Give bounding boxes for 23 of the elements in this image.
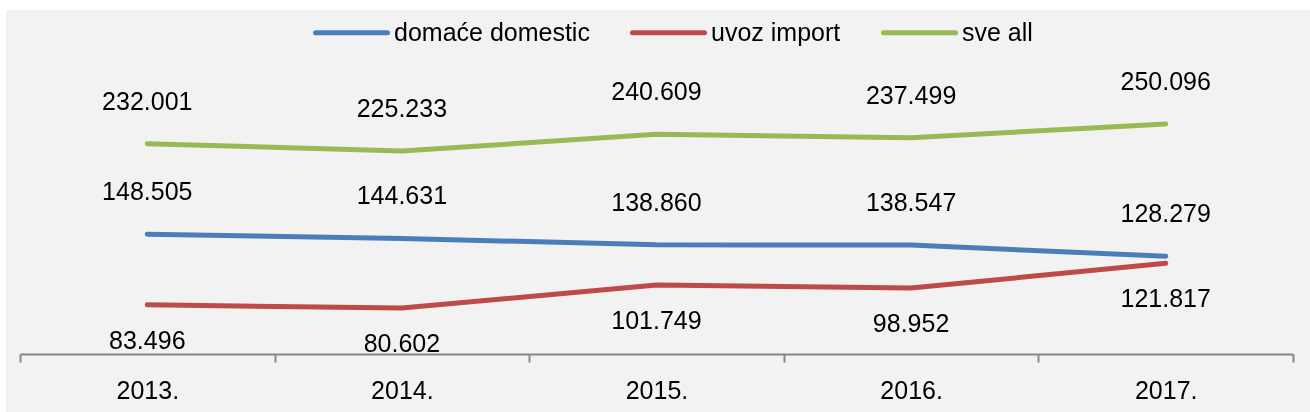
x-tick-label: 2017. bbox=[1134, 375, 1198, 404]
data-label: 148.505 bbox=[102, 177, 193, 206]
data-label: 121.817 bbox=[1120, 284, 1211, 313]
data-label: 128.279 bbox=[1120, 199, 1211, 228]
data-label: 138.860 bbox=[611, 187, 702, 216]
x-tick-label: 2015. bbox=[625, 375, 689, 404]
legend-label: uvoz import bbox=[711, 17, 841, 46]
data-label: 232.001 bbox=[102, 86, 193, 115]
legend-label: sve all bbox=[962, 17, 1033, 46]
legend-label: domaće domestic bbox=[394, 17, 590, 46]
data-label: 83.496 bbox=[109, 325, 186, 354]
data-label: 101.749 bbox=[611, 306, 702, 335]
data-label: 144.631 bbox=[356, 181, 448, 210]
data-label: 80.602 bbox=[363, 329, 441, 357]
data-label: 237.499 bbox=[865, 80, 957, 109]
data-label: 225.233 bbox=[356, 93, 448, 122]
x-tick-label: 2013. bbox=[116, 375, 180, 404]
data-label: 240.609 bbox=[611, 77, 702, 106]
data-label: 138.547 bbox=[865, 188, 957, 217]
data-label: 250.096 bbox=[1120, 67, 1211, 95]
data-label: 98.952 bbox=[872, 309, 950, 338]
x-tick-label: 2014. bbox=[371, 375, 434, 404]
x-tick-label: 2016. bbox=[880, 375, 943, 404]
